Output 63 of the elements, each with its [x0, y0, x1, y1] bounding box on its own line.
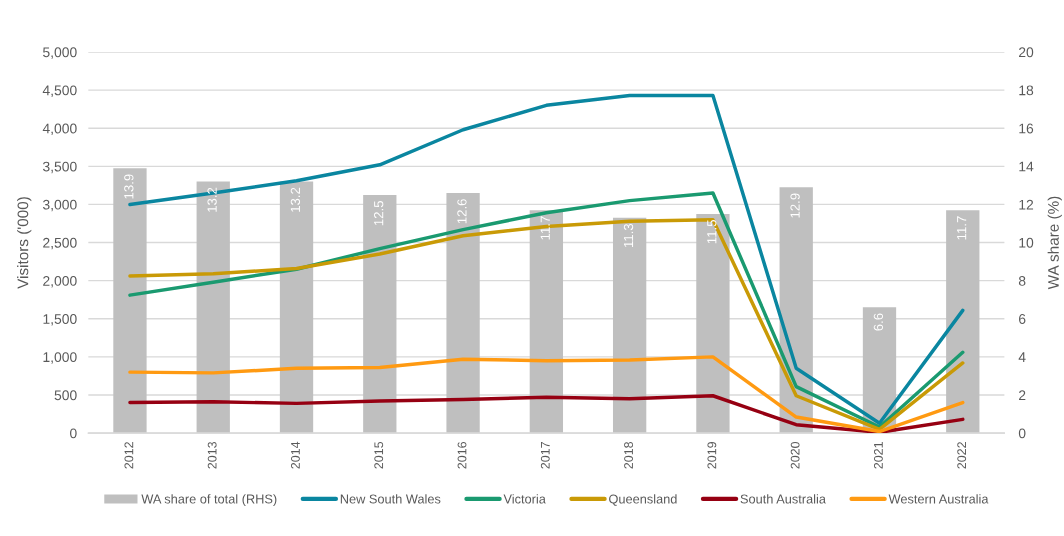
legend-label: WA share of total (RHS) — [141, 494, 277, 507]
x-tick-label: 2020 — [790, 441, 800, 469]
y-tick-label: 2,500 — [43, 237, 77, 250]
bar — [612, 217, 647, 434]
y-tick-label: 4,500 — [42, 85, 77, 97]
line-series — [128, 394, 965, 434]
data-label: 11.7 — [540, 216, 550, 240]
data-label: 13.2 — [207, 187, 217, 212]
bar — [196, 181, 230, 434]
y-axis-title: Visitors ('000) — [17, 197, 32, 289]
x-tick-label: 2017 — [540, 442, 550, 469]
x-tick-label: 2014 — [291, 441, 300, 469]
data-label: 11.5 — [707, 220, 717, 244]
y2-tick-label: 6 — [1019, 314, 1026, 324]
y2-tick-label: 20 — [1019, 47, 1034, 58]
y2-tick-label: 0 — [1018, 428, 1026, 439]
legend-label: South Australia — [740, 494, 826, 504]
y2-tick-label: 14 — [1019, 161, 1034, 172]
y-tick-label: 1,500 — [43, 314, 77, 326]
y-tick-label: 2,000 — [43, 275, 77, 288]
y2-tick-label: 10 — [1019, 237, 1034, 248]
legend-label: Western Australia — [888, 494, 989, 504]
x-tick-label: 2018 — [624, 441, 633, 469]
legend-label: Victoria — [503, 494, 546, 504]
bar — [696, 213, 730, 434]
bar — [113, 168, 147, 434]
bar — [279, 181, 314, 434]
y-tick-label: 500 — [54, 390, 77, 401]
bar — [446, 193, 480, 434]
x-tick-label: 2016 — [457, 441, 467, 469]
line-series — [128, 355, 965, 434]
y-tick-label: 4,000 — [42, 123, 77, 136]
data-label: 13.2 — [290, 187, 301, 212]
data-label: 11.3 — [623, 223, 634, 248]
x-tick-label: 2021 — [874, 442, 883, 469]
y-tick-label: 1,000 — [43, 352, 77, 364]
legend-label: New South Wales — [340, 494, 441, 504]
data-label: 6.6 — [873, 313, 884, 331]
data-label: 12.5 — [374, 201, 384, 226]
data-label: 11.7 — [957, 216, 967, 240]
y-tick-label: 5,000 — [43, 47, 77, 59]
y2-tick-label: 2 — [1019, 390, 1026, 401]
y2-tick-label: 16 — [1019, 123, 1034, 134]
y-tick-label: 3,500 — [42, 161, 77, 174]
y2-tick-label: 4 — [1018, 352, 1026, 362]
bar — [363, 194, 397, 434]
legend-label: Queensland — [609, 494, 677, 506]
bar — [946, 210, 980, 434]
x-tick-label: 2019 — [707, 442, 717, 469]
data-label: 12.9 — [790, 193, 800, 218]
data-label: 12.6 — [457, 199, 467, 224]
data-label: 13.9 — [124, 174, 134, 199]
x-tick-label: 2013 — [207, 441, 217, 469]
x-tick-label: 2012 — [124, 442, 134, 469]
y2-axis-title: WA share (%) — [1047, 196, 1062, 290]
y2-tick-label: 12 — [1019, 199, 1034, 210]
x-tick-label: 2022 — [957, 442, 967, 469]
y-tick-label: 0 — [70, 428, 77, 439]
x-tick-label: 2015 — [374, 441, 384, 469]
y2-tick-label: 8 — [1018, 275, 1026, 286]
y-tick-label: 3,000 — [42, 199, 77, 212]
bar — [529, 210, 564, 434]
y2-tick-label: 18 — [1019, 85, 1034, 96]
